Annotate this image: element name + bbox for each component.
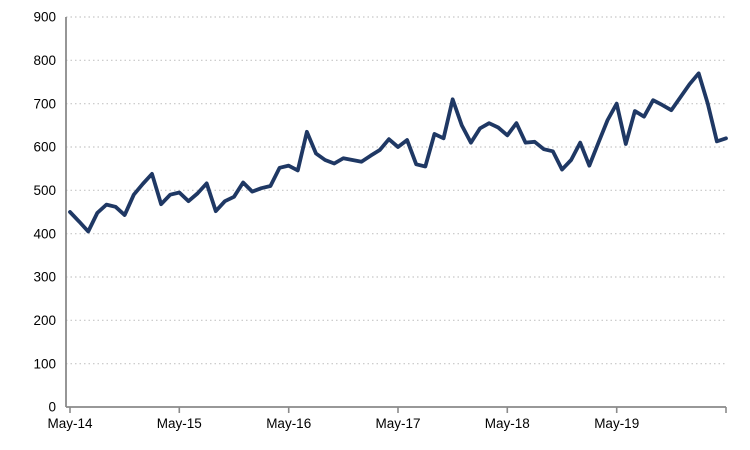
y-tick-label: 800 (33, 53, 56, 68)
y-tick-label: 500 (33, 183, 56, 198)
y-tick-label: 900 (33, 10, 56, 25)
y-tick-label: 300 (33, 270, 56, 285)
y-tick-label: 200 (33, 313, 56, 328)
x-axis-ticks (69, 407, 727, 413)
x-tick-label: May-15 (157, 416, 202, 431)
x-tick-label: May-14 (47, 416, 93, 431)
y-gridlines (66, 16, 726, 365)
x-axis-labels: May-14 May-15 May-16 May-17 May-18 May-19 (47, 416, 639, 431)
y-tick-label: 600 (33, 140, 56, 155)
x-tick-label: May-16 (266, 416, 311, 431)
x-tick-label: May-19 (594, 416, 639, 431)
x-tick-label: May-17 (375, 416, 420, 431)
y-tick-label: 700 (33, 96, 56, 111)
data-line-series (68, 71, 728, 234)
y-tick-label: 100 (33, 356, 56, 371)
y-axis-labels: 0 100 200 300 400 500 600 700 800 900 (33, 10, 56, 415)
y-tick-label: 400 (33, 226, 56, 241)
x-tick-label: May-18 (485, 416, 530, 431)
y-tick-label: 0 (48, 400, 56, 415)
